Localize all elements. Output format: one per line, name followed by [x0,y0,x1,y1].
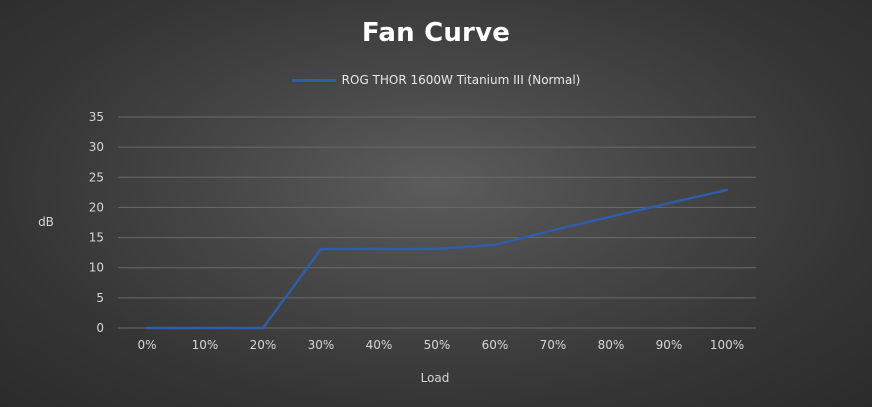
x-tick-label: 60% [482,338,509,352]
x-tick-label: 20% [250,338,277,352]
x-tick-label: 100% [710,338,744,352]
legend-swatch [291,78,336,82]
data-point [725,188,729,192]
data-point [377,247,381,251]
y-tick-label: 30 [89,140,104,154]
x-tick-label: 10% [192,338,219,352]
x-tick-label: 70% [540,338,567,352]
x-tick-label: 90% [656,338,683,352]
data-point [435,247,439,251]
data-point [261,326,265,330]
x-tick-label: 80% [598,338,625,352]
x-tick-label: 50% [424,338,451,352]
data-point [203,326,207,330]
y-tick-label: 10 [89,261,104,275]
x-tick-label: 40% [366,338,393,352]
data-point [609,215,613,218]
gridlines [118,116,756,329]
data-point [667,202,671,205]
data-point [551,229,555,232]
data-point [145,326,149,330]
data-point [493,243,497,247]
y-tick-label: 15 [89,231,104,245]
y-tick-label: 5 [96,291,104,305]
x-axis-title: Load [421,371,450,385]
chart-title: Fan Curve [361,18,511,48]
x-tick-label: 0% [137,338,156,352]
legend-label: ROG THOR 1600W Titanium III (Normal) [341,73,581,87]
y-tick-label: 35 [89,110,104,124]
data-point [319,247,323,251]
y-tick-label: 0 [96,321,104,335]
y-tick-labels: 0 5 10 15 20 25 30 35 [89,110,104,335]
legend: ROG THOR 1600W Titanium III (Normal) [0,73,872,87]
series-line [147,188,728,330]
y-tick-label: 25 [89,170,104,184]
x-tick-label: 30% [308,338,335,352]
x-tick-labels: 0% 10% 20% 30% 40% 50% 60% 70% 80% 90% 100% [137,338,744,352]
y-axis-title: dB [38,215,54,229]
series-layer [145,188,729,330]
y-tick-label: 20 [89,200,104,214]
